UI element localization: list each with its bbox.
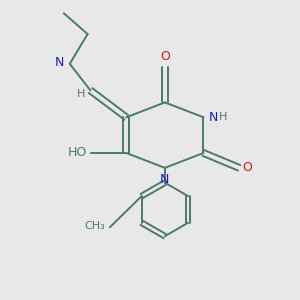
Text: N: N — [55, 56, 64, 69]
Text: N: N — [209, 111, 218, 124]
Text: N: N — [160, 173, 170, 186]
Text: H: H — [219, 112, 227, 122]
Text: O: O — [243, 161, 253, 174]
Text: HO: HO — [68, 146, 87, 160]
Text: O: O — [160, 50, 170, 63]
Text: H: H — [77, 89, 85, 99]
Text: CH₃: CH₃ — [85, 221, 105, 231]
